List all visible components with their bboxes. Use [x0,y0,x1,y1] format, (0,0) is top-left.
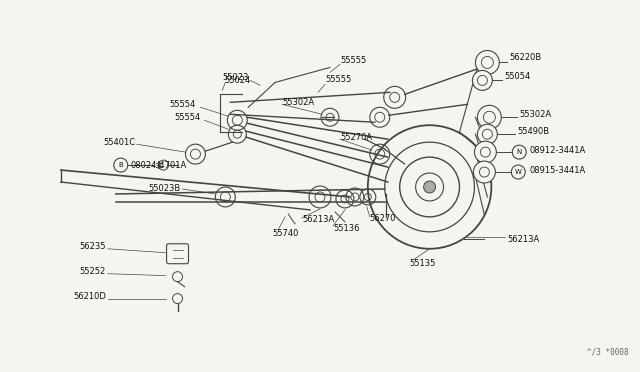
Text: 56213A: 56213A [302,215,334,224]
Text: 55054: 55054 [504,72,531,81]
Circle shape [472,70,492,90]
Text: 55252: 55252 [79,267,106,276]
Text: 55136: 55136 [333,224,360,233]
Text: 55023B: 55023B [148,185,180,193]
Text: 56213A: 56213A [508,235,540,244]
Circle shape [477,105,501,129]
Text: 55555: 55555 [340,56,366,65]
Text: 56220B: 56220B [509,53,541,62]
Text: 55555: 55555 [325,75,351,84]
Text: 55270A: 55270A [340,133,372,142]
Text: N: N [516,149,522,155]
Text: 55024: 55024 [224,76,250,85]
Text: 55135: 55135 [410,259,436,268]
Text: B: B [118,162,123,168]
Circle shape [476,51,499,74]
Text: 55490B: 55490B [517,127,549,136]
Text: 08915-3441A: 08915-3441A [529,166,586,174]
Circle shape [474,161,495,183]
Text: W: W [515,169,522,175]
Text: 56235: 56235 [79,242,106,251]
Text: 55401C: 55401C [104,138,136,147]
Text: ^/3 *0008: ^/3 *0008 [588,347,629,356]
Text: 55740: 55740 [272,229,298,238]
Text: 08024-4701A: 08024-4701A [131,161,187,170]
Text: 55302A: 55302A [282,98,314,107]
Text: 56270: 56270 [370,214,396,223]
Circle shape [424,181,436,193]
Text: 08912-3441A: 08912-3441A [529,145,586,155]
Circle shape [474,141,497,163]
Text: 55554: 55554 [169,100,195,109]
Circle shape [477,124,497,144]
Text: 55554: 55554 [174,113,200,122]
Text: 55023: 55023 [222,73,249,82]
Text: 55302A: 55302A [519,110,552,119]
Text: 56210D: 56210D [73,292,106,301]
